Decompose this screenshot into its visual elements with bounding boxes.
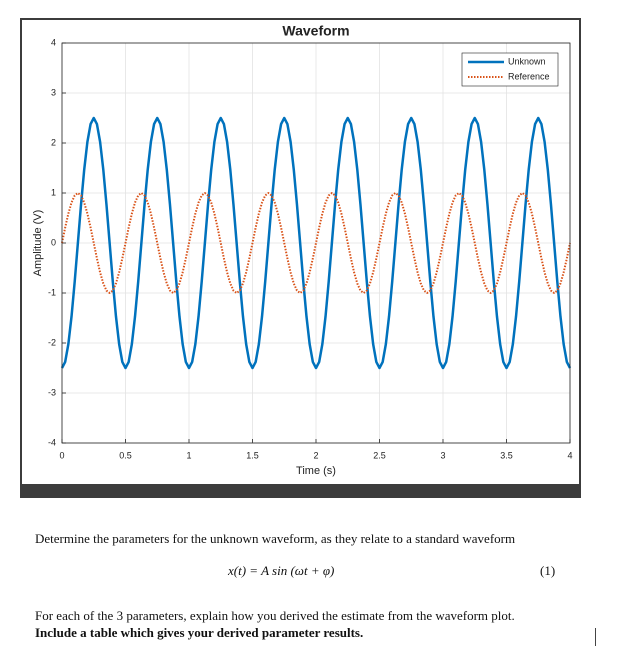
series-line xyxy=(60,116,572,370)
prompt-text: Determine the parameters for the unknown… xyxy=(35,531,516,546)
legend-label: Reference xyxy=(508,71,550,81)
legend-box xyxy=(461,52,559,87)
axes-box xyxy=(61,42,571,444)
x-tick-label: 2.5 xyxy=(373,450,386,460)
legend-label: Unknown xyxy=(508,56,546,66)
y-tick-label: 3 xyxy=(51,87,56,97)
y-tick-label: 2 xyxy=(51,137,56,147)
chart: Waveform Time (s) Amplitude (V) Unknown R… xyxy=(20,18,581,498)
chart-title: Waveform xyxy=(282,23,349,39)
x-tick-label: 3 xyxy=(440,450,445,460)
instruction-text: For each of the 3 parameters, explain ho… xyxy=(35,608,515,623)
x-tick-label: 4 xyxy=(567,450,572,460)
x-tick-label: 0.5 xyxy=(119,450,132,460)
text-cursor xyxy=(595,628,596,646)
x-axis-label: Time (s) xyxy=(296,465,336,477)
y-tick-label: -3 xyxy=(48,387,56,397)
y-tick-label: 0 xyxy=(51,237,56,247)
y-tick-label: 1 xyxy=(51,187,56,197)
y-tick-label: -1 xyxy=(48,287,56,297)
y-tick-label: -2 xyxy=(48,337,56,347)
x-tick-label: 3.5 xyxy=(500,450,513,460)
x-tick-label: 0 xyxy=(59,450,64,460)
y-tick-label: 4 xyxy=(51,37,56,47)
x-tick-label: 2 xyxy=(313,450,318,460)
y-tick-label: -4 xyxy=(48,437,56,447)
series-line xyxy=(61,192,571,294)
equation: x(t) = A sin (ωt + φ) xyxy=(228,563,335,578)
x-tick-label: 1.5 xyxy=(246,450,259,460)
x-tick-label: 1 xyxy=(186,450,191,460)
equation-number: (1) xyxy=(540,563,556,578)
instruction-bold: Include a table which gives your derived… xyxy=(35,625,364,640)
y-axis-label: Amplitude (V) xyxy=(32,210,44,277)
